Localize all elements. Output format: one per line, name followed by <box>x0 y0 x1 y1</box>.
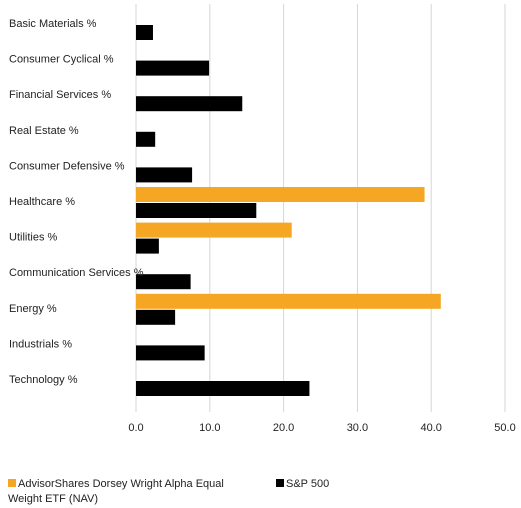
legend-item-sp500: S&P 500 <box>276 477 329 492</box>
x-tick-label: 40.0 <box>420 422 441 434</box>
category-label: Consumer Defensive % <box>9 160 125 172</box>
legend-label-advisorshares: AdvisorShares Dorsey Wright Alpha Equal … <box>8 478 224 505</box>
category-label: Basic Materials % <box>9 18 97 30</box>
bar-s-p-500-consumer-cyclical <box>136 60 210 76</box>
legend-label-sp500: S&P 500 <box>286 478 330 490</box>
x-tick-label: 30.0 <box>347 422 368 434</box>
x-tick-label: 10.0 <box>199 422 220 434</box>
category-label: Industrials % <box>9 338 72 350</box>
category-label: Healthcare % <box>9 196 75 208</box>
bar-s-p-500-technology <box>136 381 310 396</box>
bar-s-p-500-utilities <box>136 238 159 254</box>
bar-s-p-500-industrials <box>136 345 205 361</box>
bar-s-p-500-healthcare <box>136 203 257 218</box>
x-tick-label: 0.0 <box>128 422 143 434</box>
category-label: Consumer Cyclical % <box>9 54 114 66</box>
legend-swatch-advisorshares <box>8 479 16 487</box>
bars <box>136 25 441 396</box>
legend-item-advisorshares: AdvisorShares Dorsey Wright Alpha Equal … <box>8 477 228 507</box>
bar-s-p-500-energy <box>136 309 176 325</box>
category-label: Communication Services % <box>9 267 144 279</box>
category-label: Financial Services % <box>9 89 111 101</box>
x-tick-label: 50.0 <box>494 422 515 434</box>
bar-s-p-500-financial-services <box>136 96 243 112</box>
bar-s-p-500-communication-services <box>136 274 191 290</box>
category-label: Energy % <box>9 303 57 315</box>
bar-advisorshares-dorsey-wright-alpha-equal-weight-etf-nav-energy <box>136 293 441 309</box>
bar-s-p-500-basic-materials <box>136 25 153 40</box>
category-label: Utilities % <box>9 232 58 244</box>
category-label: Real Estate % <box>9 125 79 137</box>
category-labels: Basic Materials % Consumer Cyclical % Fina… <box>9 18 144 386</box>
bar-s-p-500-consumer-defensive <box>136 167 193 183</box>
grid-lines <box>135 4 506 412</box>
bar-s-p-500-real-estate <box>136 131 156 147</box>
bar-advisorshares-dorsey-wright-alpha-equal-weight-etf-nav-utilities <box>136 222 292 238</box>
category-label: Technology % <box>9 374 78 386</box>
x-axis-tick-labels: 0.0 10.0 20.0 30.0 40.0 50.0 <box>128 422 515 434</box>
bar-advisorshares-dorsey-wright-alpha-equal-weight-etf-nav-healthcare <box>136 187 425 202</box>
x-tick-label: 20.0 <box>273 422 294 434</box>
legend-swatch-sp500 <box>276 479 284 487</box>
